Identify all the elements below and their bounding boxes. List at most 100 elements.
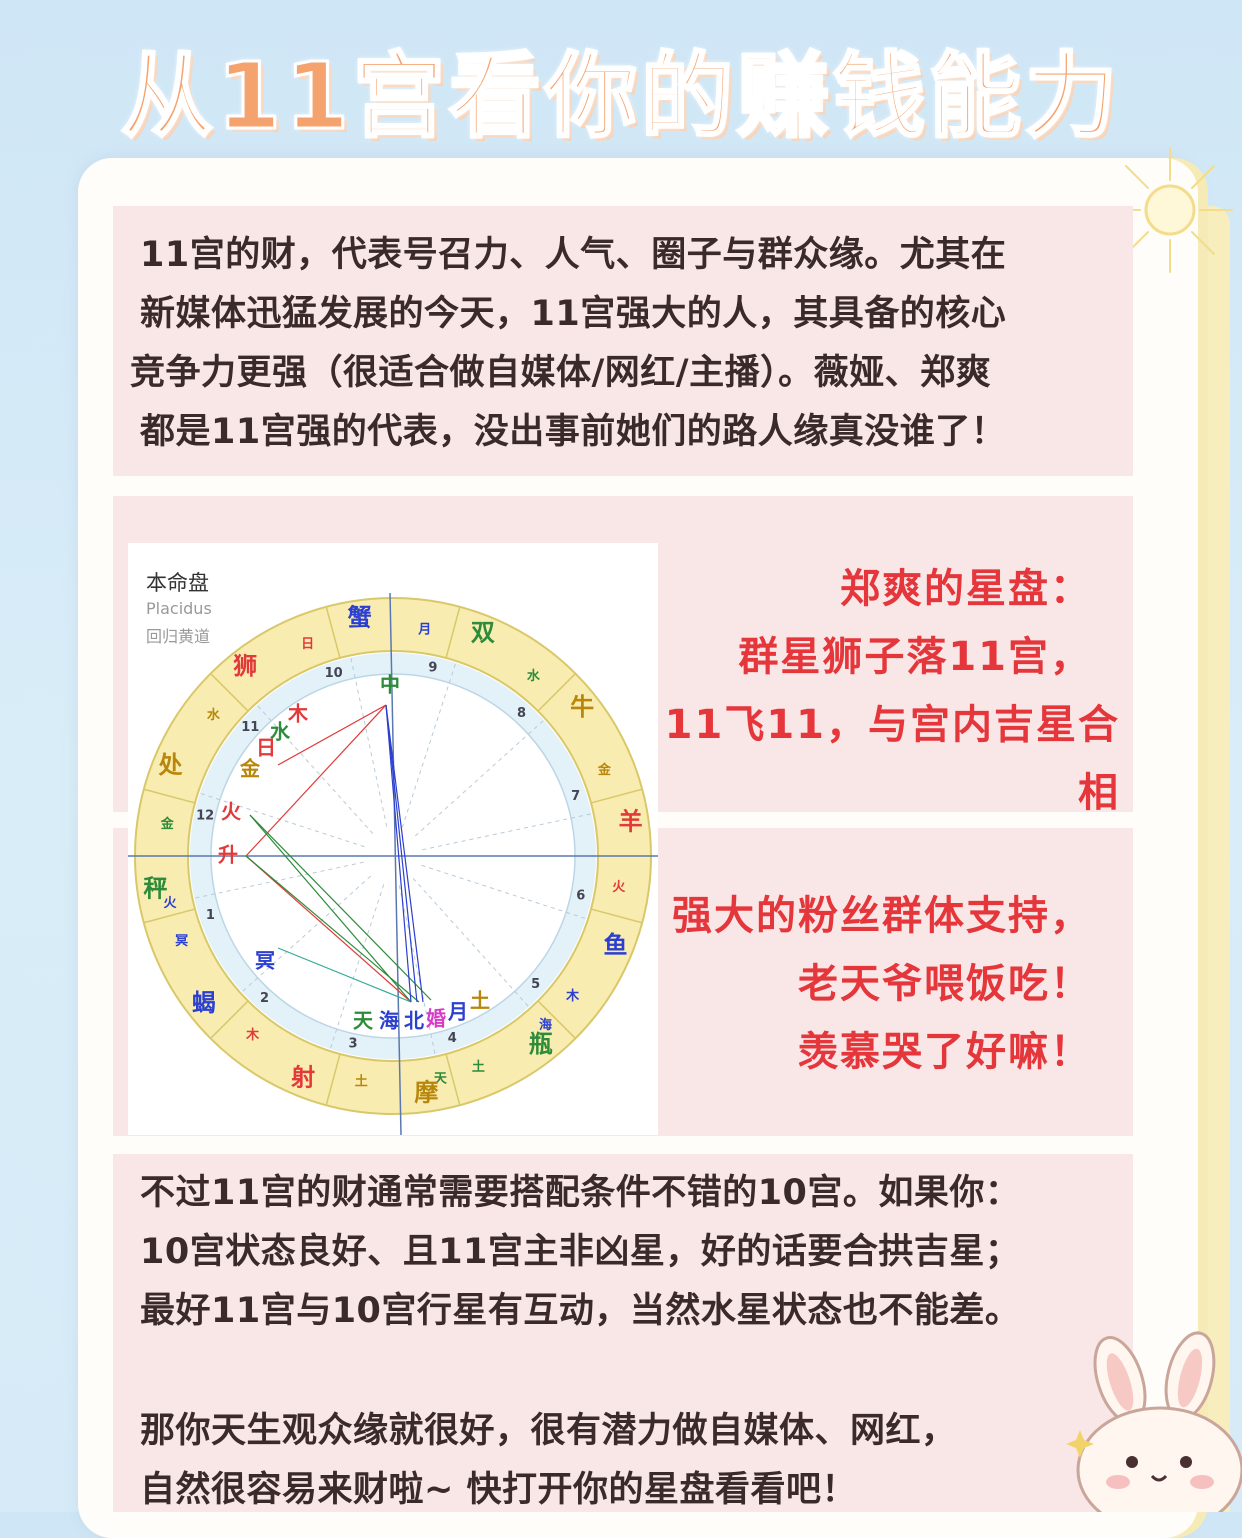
sign-ruler: 木 [565,988,580,1004]
caption-line: 强大的粉丝群体支持， [672,893,1092,939]
sign-divider [445,606,461,659]
sign-ruler: 火 [612,880,626,895]
caption-line: 11飞11，与宫内吉星合相 [664,702,1120,816]
conditions-line: 10宫状态良好、且11宫主非凶星，好的话要合拱吉星； [140,1232,1021,1272]
house-number: 11 [241,720,259,735]
sign-divider [143,908,196,924]
page-title: 从11宫看你的赚钱能力 [119,42,1122,152]
conditions-text: 不过11宫的财通常需要搭配条件不错的10宫。如果你： 10宫状态良好、且11宫主… [140,1164,1120,1341]
aspect-line [277,704,387,766]
sign-ruler: 月 [417,623,431,638]
conditions-line: 不过11宫的财通常需要搭配条件不错的10宫。如果你： [140,1173,1021,1213]
house-divider [412,877,530,1008]
sign-second-ruler: 海 [539,1017,552,1033]
house-divider [401,662,457,828]
sign-divider [143,788,196,804]
sign-second-ruler: 火 [163,896,177,911]
aspect-line [245,704,387,857]
planet-glyph: 木 [287,702,309,726]
aspect-line [249,814,432,1001]
zodiac-sign: 摩 [414,1079,438,1107]
house-number: 12 [196,809,214,824]
caption-line: 群星狮子落11宫， [738,634,1092,680]
closing-text: 那你天生观众缘就很好，很有潜力做自媒体、网红， 自然很容易来财啦~ 快打开你的星… [140,1402,1120,1520]
zodiac-sign: 羊 [619,808,643,836]
aspect-line [249,814,412,1003]
zodiac-sign: 射 [290,1064,315,1092]
bunny-sticker-icon [1066,1331,1242,1512]
house-divider [199,792,365,848]
caption-line: 老天爷喂饭吃！ [798,961,1092,1007]
house-divider [241,875,372,993]
sign-ruler: 木 [245,1027,260,1043]
house-number: 10 [325,666,343,681]
closing-line: 自然很容易来财啦~ 快打开你的星盘看看吧！ [140,1470,858,1510]
house-number: 1 [206,908,215,923]
house-divider [414,719,545,837]
planet-glyph: 婚 [426,1007,446,1031]
house-divider [256,704,374,835]
planet-glyph: 日 [256,736,276,760]
zodiac-sign: 狮 [233,652,257,680]
house-divider [329,884,385,1050]
intro-panel [113,206,1133,476]
planet-glyph: 月 [447,1000,468,1024]
house-divider [398,885,436,1055]
house-number: 8 [517,706,526,721]
planet-glyph: 金 [239,757,261,781]
meridian-axis [389,592,402,1135]
zodiac-sign: 双 [471,618,495,646]
planet-glyph: 火 [221,800,242,824]
conditions-line: 最好11宫与10宫行星有互动，当然水星状态也不能差。 [140,1291,1021,1331]
house-number: 9 [428,661,437,676]
zodiac-sign: 瓶 [529,1030,553,1058]
sign-ruler: 土 [355,1073,368,1089]
intro-line: 都是11宫强的代表，没出事前她们的路人缘真没谁了！ [140,412,1007,452]
chart-caption-1: 郑爽的星盘： 群星狮子落11宫， 11飞11，与宫内吉星合相 [660,555,1120,827]
sign-divider [590,908,643,924]
planet-glyph: 天 [353,1009,374,1033]
house-number: 7 [571,789,580,804]
chart-house-system: Placidus [146,599,212,618]
natal-chart-box: 本命盘 Placidus 回归黄道 蟹月双水牛金羊火鱼木海瓶土天摩土射木蝎冥火秤… [128,543,658,1135]
intro-line: 11宫的财，代表号召力、人气、圈子与群众缘。尤其在 [140,235,1007,275]
aspect-line [385,704,424,1003]
house-number: 5 [531,977,540,992]
zodiac-sign: 牛 [570,693,594,721]
closing-line: 那你天生观众缘就很好，很有潜力做自媒体、网红， [140,1411,957,1451]
house-divider [350,657,388,827]
sign-divider [445,1053,461,1106]
planet-glyph: 中 [380,673,400,697]
natal-chart-wheel: 蟹月双水牛金羊火鱼木海瓶土天摩土射木蝎冥火秤金处水狮日123 4567891011… [128,592,658,1135]
sign-ruler: 日 [301,637,314,652]
zodiac-sign: 鱼 [604,931,628,959]
house-divider [421,864,587,920]
sign-ruler: 金 [597,762,612,778]
house-divider [194,861,364,899]
sign-divider [537,673,576,712]
zodiac-sign: 秤 [143,874,167,902]
house-number: 2 [260,991,269,1006]
house-number: 3 [349,1036,358,1051]
sign-ruler: 冥 [175,934,188,949]
sign-ruler: 土 [472,1059,485,1075]
sign-ruler: 水 [207,707,221,723]
sign-ruler: 水 [527,668,541,684]
planet-glyph: 冥 [255,949,275,973]
sign-divider [537,1000,576,1039]
aspect-line [277,947,412,1003]
zodiac-sign: 蝎 [192,989,216,1017]
conditions-panel [113,1154,1133,1512]
chart-zodiac-type: 回归黄道 [146,627,211,646]
aspect-line [385,704,412,1003]
house-divider [422,813,592,851]
chart-caption-2: 强大的粉丝群体支持， 老天爷喂饭吃！ 羡慕哭了好嘛！ [660,882,1092,1086]
aspect-line [245,855,412,1003]
intro-text: 11宫的财，代表号召力、人气、圈子与群众缘。尤其在 新媒体迅猛发展的今天，11宫… [130,226,1120,462]
sign-divider [325,606,341,659]
house-number: 4 [448,1031,457,1046]
planet-glyph: 升 [218,843,238,867]
planet-glyph: 北 [404,1009,424,1033]
sign-divider [590,788,643,804]
sign-ruler: 金 [160,816,175,832]
